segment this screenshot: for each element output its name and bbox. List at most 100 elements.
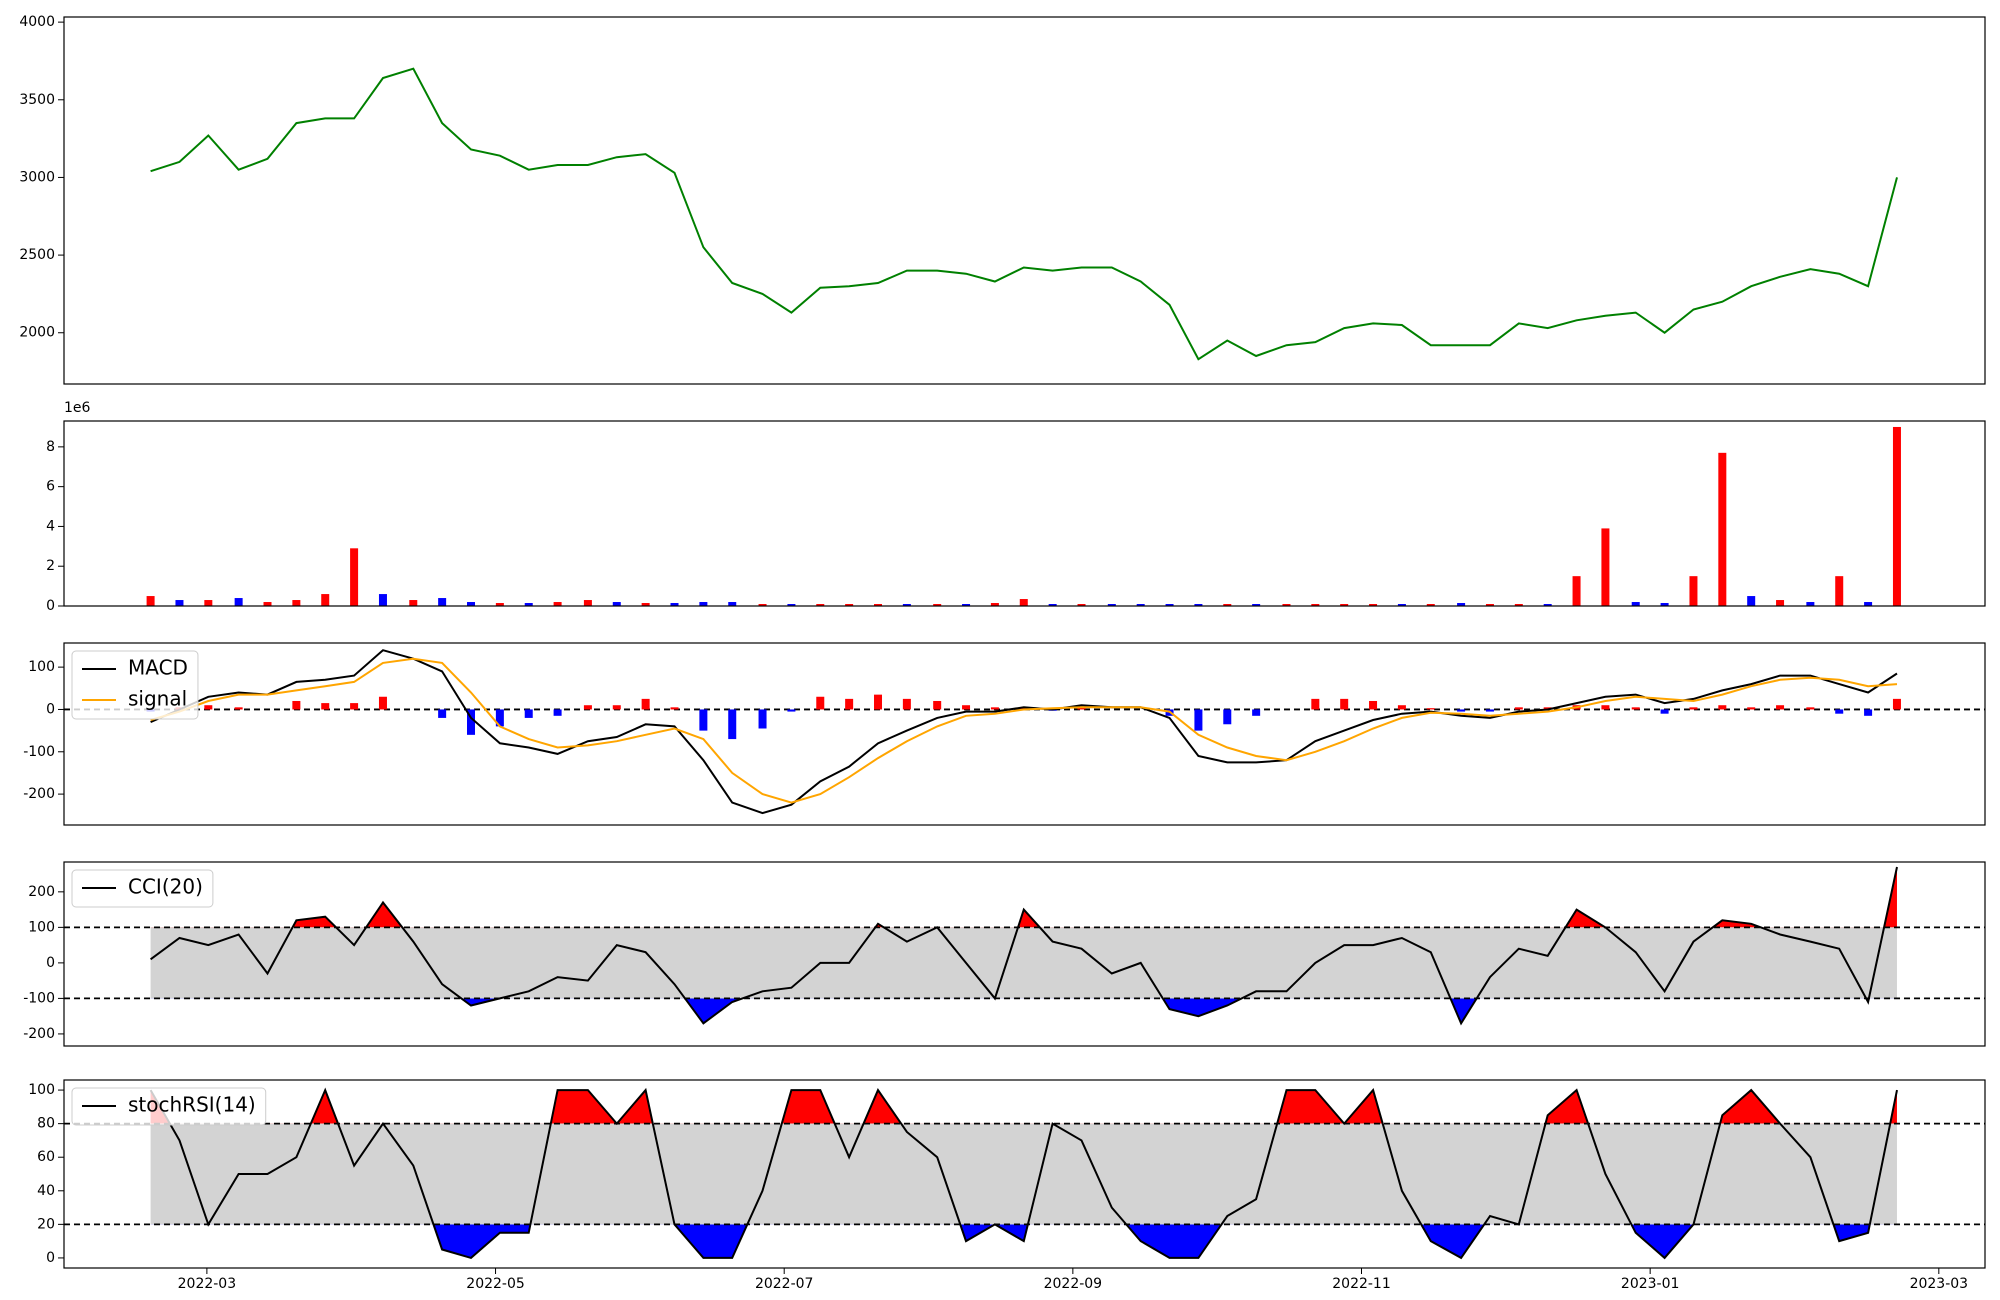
bar <box>933 700 942 710</box>
bar <box>1892 426 1901 606</box>
bar <box>699 709 708 731</box>
bar <box>1369 700 1378 710</box>
bar <box>409 600 418 606</box>
bar <box>1194 604 1203 606</box>
bar <box>524 603 533 606</box>
x-tick-label: 2022-09 <box>1044 1276 1103 1292</box>
y-tick-label: 2 <box>46 558 55 574</box>
bar <box>1019 707 1028 710</box>
bar <box>699 602 708 606</box>
plot-area <box>150 67 1898 361</box>
bar <box>1282 604 1291 606</box>
bar <box>612 705 621 710</box>
legend-label: CCI(20) <box>128 875 203 899</box>
line <box>149 1087 1898 1260</box>
bar <box>263 602 272 606</box>
bar <box>1864 709 1873 716</box>
bar <box>1077 604 1086 606</box>
x-tick-label: 2023-03 <box>1910 1276 1969 1292</box>
bar <box>204 600 213 606</box>
bar <box>1776 705 1785 710</box>
bar <box>1747 596 1756 606</box>
axes-frame <box>63 420 1986 607</box>
above-fill <box>150 1090 1897 1124</box>
bar <box>1077 707 1086 710</box>
bar <box>1660 603 1669 606</box>
bar <box>728 602 737 606</box>
bar <box>1485 604 1494 606</box>
bar <box>1165 604 1174 606</box>
legend-label: MACD <box>128 656 188 680</box>
x-tick-label: 2022-11 <box>1332 1276 1391 1292</box>
bar <box>1019 599 1028 606</box>
y-tick-label: 60 <box>37 1149 55 1165</box>
axes-frame <box>63 1079 1986 1269</box>
bar <box>1776 600 1785 606</box>
bar <box>495 709 504 727</box>
bar <box>1892 698 1901 710</box>
x-tick-label: 2023-01 <box>1621 1276 1680 1292</box>
bar <box>321 703 330 710</box>
axes-frame <box>63 861 1986 1047</box>
below-fill <box>150 1224 1897 1258</box>
bar <box>933 604 942 606</box>
bar <box>438 709 447 718</box>
bar <box>350 703 359 710</box>
y-tick-label: 100 <box>28 659 55 675</box>
bar <box>1601 705 1610 710</box>
bar <box>1806 707 1815 710</box>
y-tick-label: 3500 <box>19 92 55 108</box>
y-tick-label: 8 <box>46 439 55 455</box>
bar <box>1718 452 1727 606</box>
plot-area <box>64 866 1985 1026</box>
bar <box>1340 698 1349 710</box>
y-tick-label: 4000 <box>19 14 55 30</box>
y-tick-label: 0 <box>46 1250 55 1266</box>
bar <box>1457 709 1466 712</box>
bar <box>583 600 592 606</box>
bar <box>787 604 796 606</box>
threshold-band <box>150 1123 1897 1225</box>
x-tick-label: 2022-05 <box>466 1276 525 1292</box>
bar <box>1864 602 1873 606</box>
bar <box>1426 708 1435 710</box>
y-tick-label: -200 <box>23 1026 55 1042</box>
bar <box>1806 602 1815 606</box>
plot-area <box>64 649 1985 815</box>
bar <box>1107 604 1116 606</box>
bar <box>1223 709 1232 725</box>
bar <box>1311 604 1320 606</box>
plot-area <box>64 1087 1985 1260</box>
bar <box>728 709 737 740</box>
bar <box>1543 707 1552 710</box>
bar <box>378 696 387 710</box>
bar <box>1601 528 1610 606</box>
bar <box>1835 709 1844 714</box>
bar <box>845 698 854 710</box>
line <box>150 657 1898 804</box>
bar <box>438 598 447 606</box>
bar <box>758 709 767 729</box>
bar <box>1311 698 1320 710</box>
bar <box>204 705 213 710</box>
y-tick-label: 0 <box>46 955 55 971</box>
bar <box>292 700 301 710</box>
bar <box>234 707 243 710</box>
bar <box>1426 604 1435 606</box>
bar <box>467 709 476 735</box>
bar <box>816 696 825 710</box>
bar <box>787 709 796 712</box>
axes-frame <box>63 642 1986 826</box>
x-tick-label: 2022-07 <box>755 1276 814 1292</box>
bar <box>990 603 999 606</box>
bar <box>962 604 971 606</box>
bar <box>1631 707 1640 710</box>
bar <box>990 707 999 710</box>
legend-box <box>71 869 214 908</box>
bar <box>902 698 911 710</box>
bar <box>1747 707 1756 710</box>
bar <box>1631 602 1640 606</box>
bar <box>321 594 330 606</box>
bar <box>1340 604 1349 606</box>
bar <box>378 594 387 606</box>
